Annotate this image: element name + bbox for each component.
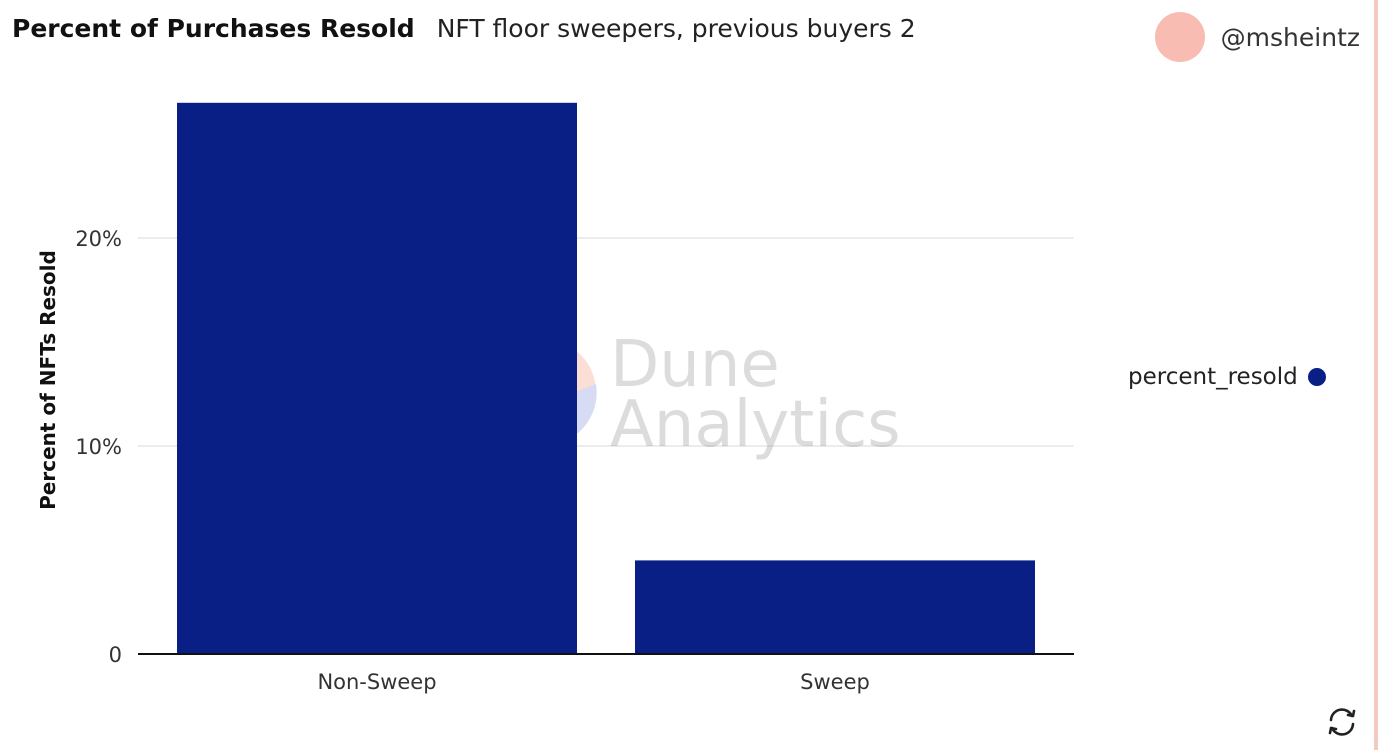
avatar[interactable] (1154, 12, 1205, 62)
watermark-line2: Analytics (610, 388, 901, 462)
legend-swatch (1307, 368, 1326, 386)
y-tick-label: 10% (75, 435, 122, 459)
refresh-icon[interactable] (1324, 704, 1360, 740)
chart-title: Percent of Purchases Resold (12, 14, 415, 43)
x-tick-label: Non-Sweep (317, 670, 436, 694)
bar[interactable] (635, 560, 1035, 654)
y-tick-label: 0 (109, 643, 122, 667)
legend[interactable]: percent_resold (1128, 364, 1326, 390)
watermark-line1: Dune (610, 328, 780, 402)
chart-header: Percent of Purchases Resold NFT floor sw… (12, 14, 916, 54)
y-tick-label: 20% (75, 227, 122, 251)
bar[interactable] (177, 102, 577, 655)
right-border (1374, 0, 1378, 750)
x-tick-label: Sweep (800, 670, 870, 694)
legend-label[interactable]: percent_resold (1128, 364, 1298, 390)
chart-subtitle: NFT floor sweepers, previous buyers 2 (436, 14, 916, 43)
author-badge[interactable]: @msheintz (1154, 12, 1360, 62)
y-axis-title: Percent of NFTs Resold (36, 250, 60, 510)
author-name[interactable]: @msheintz (1220, 22, 1360, 52)
